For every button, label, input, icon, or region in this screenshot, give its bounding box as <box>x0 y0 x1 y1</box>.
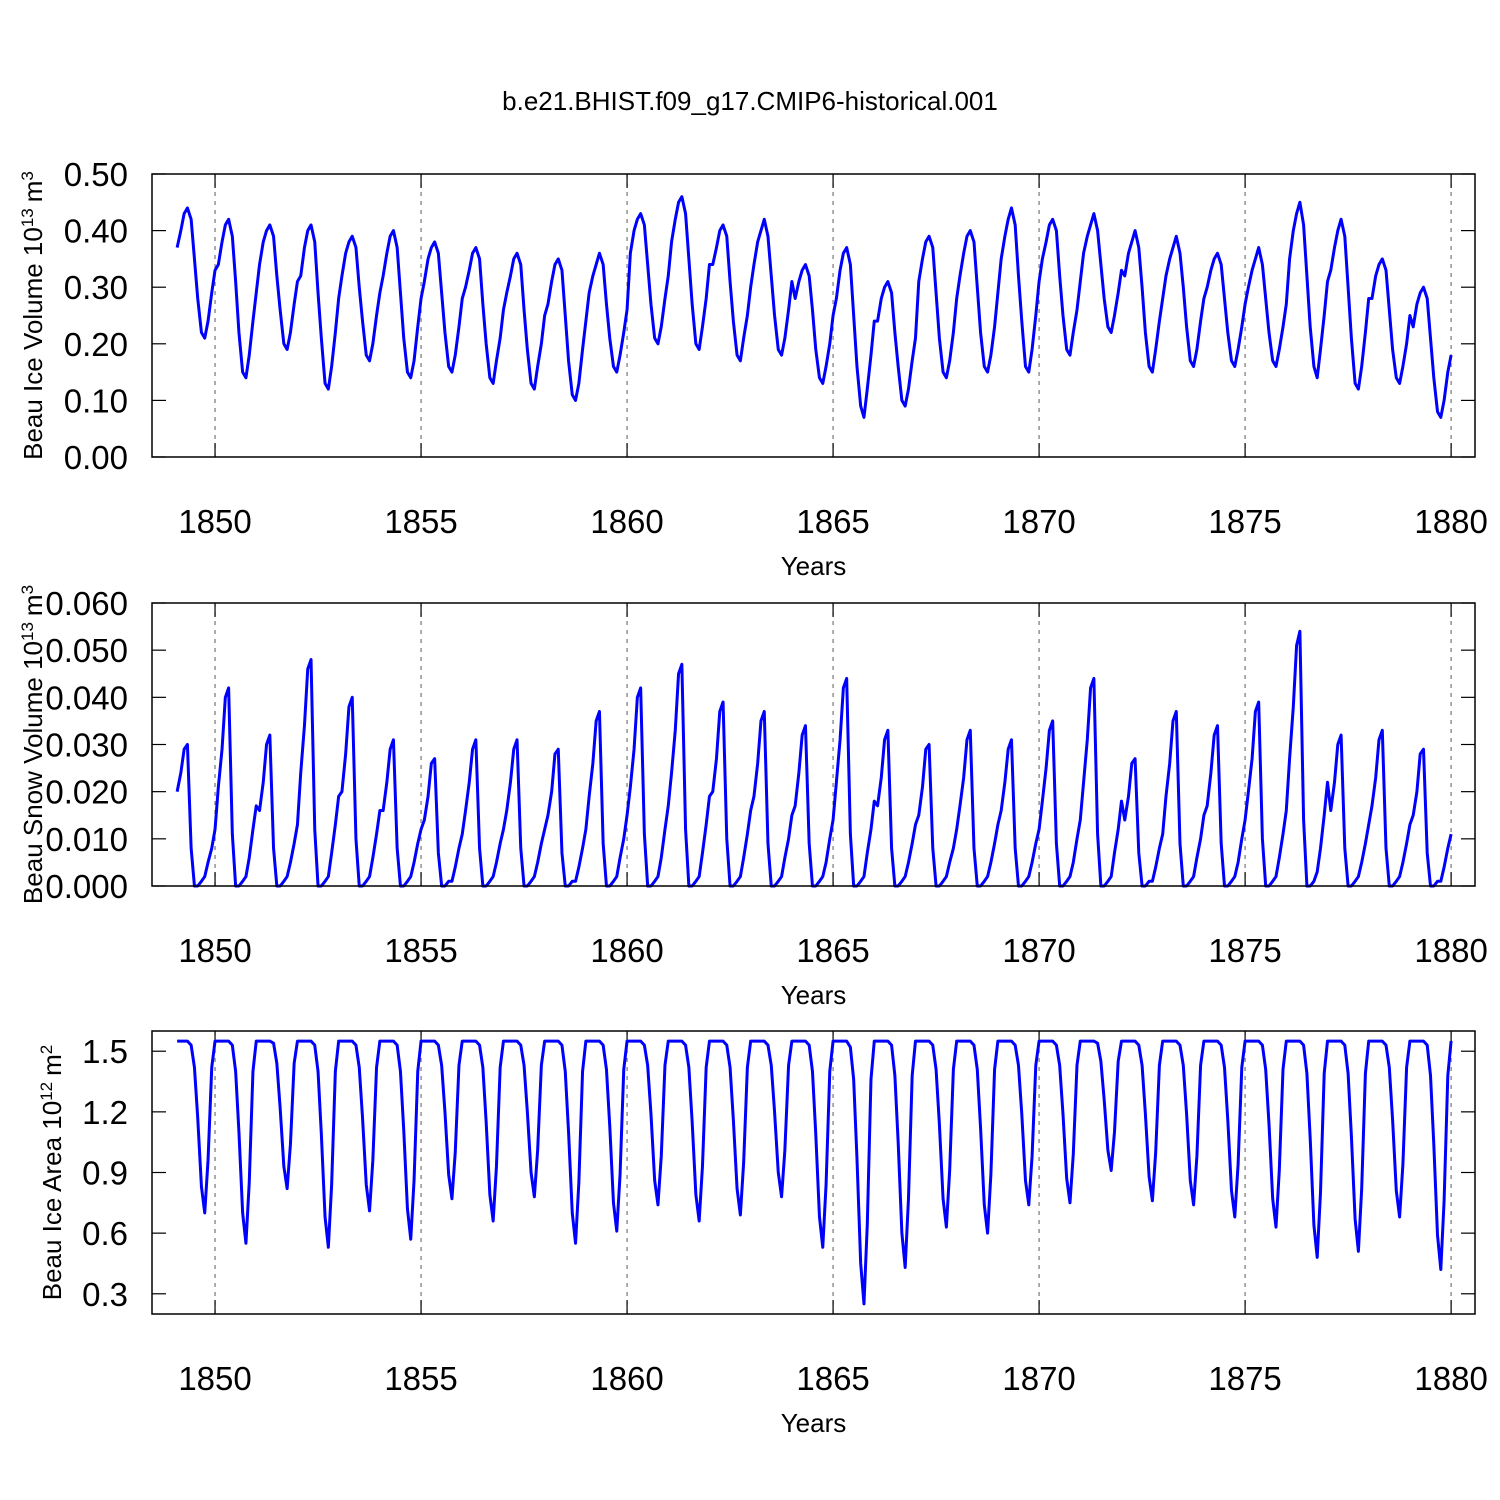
y-tick-label: 0.020 <box>45 774 128 811</box>
x-tick-label: 1870 <box>1002 1360 1075 1397</box>
y-axis-label-unit-exp: 2 <box>37 1045 56 1054</box>
y-tick-label: 0.50 <box>64 156 128 193</box>
y-tick-label: 0.00 <box>64 439 128 476</box>
y-axis-label-text: Beau Ice Volume 10 <box>18 227 48 460</box>
x-tick-label: 1850 <box>178 1360 251 1397</box>
x-tick-label: 1875 <box>1208 503 1281 540</box>
x-tick-label: 1860 <box>590 932 663 969</box>
y-tick-label: 0.050 <box>45 632 128 669</box>
x-tick-label: 1850 <box>178 503 251 540</box>
y-tick-label: 0.000 <box>45 868 128 905</box>
x-tick-label: 1865 <box>796 1360 869 1397</box>
x-tick-label: 1875 <box>1208 1360 1281 1397</box>
x-tick-label: 1880 <box>1414 932 1487 969</box>
y-axis-label-exp: 12 <box>37 1082 56 1101</box>
y-tick-label: 0.6 <box>82 1215 128 1252</box>
y-tick-label: 0.010 <box>45 821 128 858</box>
y-axis-label-text: Beau Ice Area 10 <box>37 1101 67 1300</box>
x-axis-label: Years <box>781 551 847 581</box>
x-tick-label: 1855 <box>384 1360 457 1397</box>
x-tick-label: 1865 <box>796 503 869 540</box>
data-line <box>175 195 1453 419</box>
plot-frame <box>151 173 1476 458</box>
y-tick-label: 0.060 <box>45 585 128 622</box>
x-axis-label: Years <box>781 980 847 1010</box>
x-tick-label: 1850 <box>178 932 251 969</box>
y-tick-label: 1.2 <box>82 1094 128 1131</box>
y-axis-label-unit-exp: 3 <box>18 585 37 594</box>
y-axis-label: Beau Snow Volume 1013 m3 <box>18 585 49 904</box>
x-tick-label: 1865 <box>796 932 869 969</box>
data-line <box>175 629 1453 888</box>
y-axis-label-exp: 13 <box>18 208 37 227</box>
x-tick-label: 1870 <box>1002 503 1075 540</box>
x-tick-label: 1855 <box>384 932 457 969</box>
y-axis-label-exp: 13 <box>18 622 37 641</box>
y-tick-label: 1.5 <box>82 1033 128 1070</box>
y-axis-label-unit-exp: 3 <box>18 171 37 180</box>
x-tick-label: 1860 <box>590 1360 663 1397</box>
y-axis-label-unit: m <box>18 181 48 203</box>
y-axis-label-text: Beau Snow Volume 10 <box>18 641 48 904</box>
y-tick-label: 0.9 <box>82 1155 128 1192</box>
y-tick-label: 0.20 <box>64 326 128 363</box>
y-axis-label: Beau Ice Volume 1013 m3 <box>18 171 49 460</box>
y-tick-label: 0.040 <box>45 679 128 716</box>
plot-frame <box>151 1030 1476 1315</box>
y-axis-label-unit: m <box>18 594 48 616</box>
plot-frame <box>151 602 1476 887</box>
y-tick-label: 0.10 <box>64 382 128 419</box>
y-axis-label-unit: m <box>37 1054 67 1076</box>
chart-title: b.e21.BHIST.f09_g17.CMIP6-historical.001 <box>502 86 998 116</box>
y-axis-label: Beau Ice Area 1012 m2 <box>37 1045 68 1301</box>
x-tick-label: 1875 <box>1208 932 1281 969</box>
x-tick-label: 1880 <box>1414 503 1487 540</box>
y-tick-label: 0.40 <box>64 213 128 250</box>
x-tick-label: 1855 <box>384 503 457 540</box>
x-tick-label: 1880 <box>1414 1360 1487 1397</box>
x-tick-label: 1870 <box>1002 932 1075 969</box>
x-tick-label: 1860 <box>590 503 663 540</box>
y-tick-label: 0.030 <box>45 727 128 764</box>
data-line <box>177 1039 1453 1306</box>
y-tick-label: 0.3 <box>82 1276 128 1313</box>
x-axis-label: Years <box>781 1408 847 1438</box>
y-tick-label: 0.30 <box>64 269 128 306</box>
